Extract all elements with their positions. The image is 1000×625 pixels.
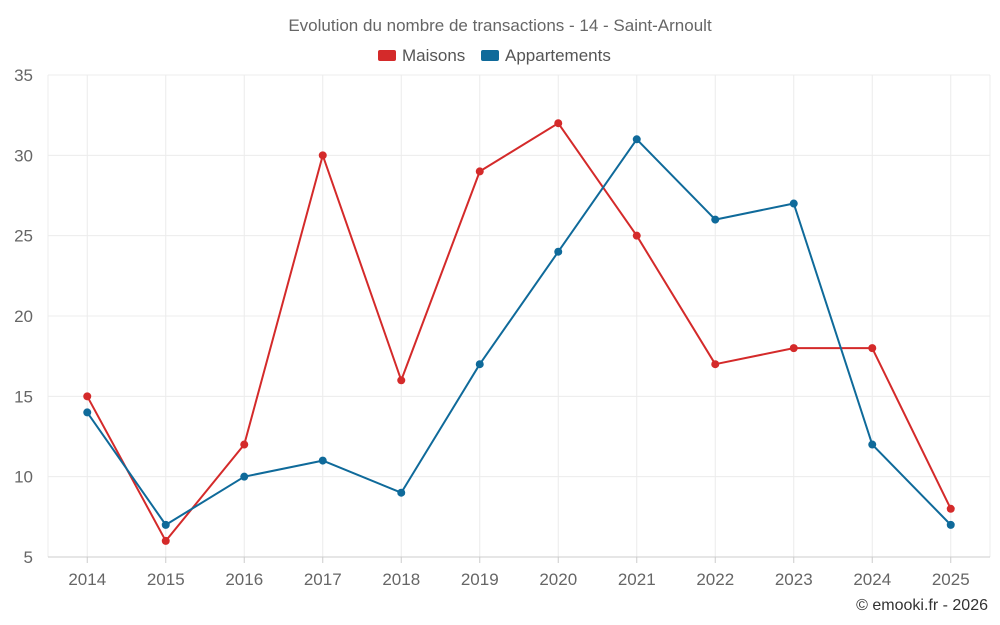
legend-item-maisons[interactable]: Maisons <box>378 46 465 65</box>
y-tick-label: 35 <box>14 66 33 85</box>
data-point[interactable] <box>240 440 249 449</box>
data-point[interactable] <box>789 199 798 208</box>
data-point[interactable] <box>946 520 955 529</box>
data-point[interactable] <box>397 376 406 385</box>
x-tick-label: 2017 <box>304 570 342 589</box>
x-tick-label: 2014 <box>68 570 106 589</box>
data-point[interactable] <box>711 215 720 224</box>
y-tick-label: 5 <box>24 548 33 567</box>
data-point[interactable] <box>83 408 92 417</box>
data-point[interactable] <box>946 504 955 513</box>
x-tick-label: 2021 <box>618 570 656 589</box>
data-point[interactable] <box>475 360 484 369</box>
y-tick-label: 20 <box>14 307 33 326</box>
x-tick-label: 2025 <box>932 570 970 589</box>
data-point[interactable] <box>632 231 641 240</box>
legend-label: Maisons <box>402 46 465 65</box>
series-line <box>86 122 952 542</box>
x-tick-label: 2018 <box>382 570 420 589</box>
y-tick-label: 10 <box>14 468 33 487</box>
series-line <box>86 138 952 526</box>
data-point[interactable] <box>868 440 877 449</box>
x-tick-label: 2020 <box>539 570 577 589</box>
data-point[interactable] <box>711 360 720 369</box>
y-tick-label: 30 <box>14 146 33 165</box>
data-point[interactable] <box>161 520 170 529</box>
data-point[interactable] <box>554 247 563 256</box>
x-tick-label: 2016 <box>225 570 263 589</box>
chart-title: Evolution du nombre de transactions - 14… <box>288 16 712 35</box>
data-point[interactable] <box>240 472 249 481</box>
y-tick-label: 25 <box>14 227 33 246</box>
x-tick-label: 2019 <box>461 570 499 589</box>
data-point[interactable] <box>397 488 406 497</box>
x-tick-label: 2015 <box>147 570 185 589</box>
legend-swatch <box>378 50 396 61</box>
legend-item-appartements[interactable]: Appartements <box>481 46 611 65</box>
data-point[interactable] <box>318 456 327 465</box>
data-point[interactable] <box>475 167 484 176</box>
legend-swatch <box>481 50 499 61</box>
data-point[interactable] <box>161 536 170 545</box>
x-tick-label: 2024 <box>853 570 891 589</box>
data-point[interactable] <box>868 344 877 353</box>
legend-label: Appartements <box>505 46 611 65</box>
x-tick-label: 2023 <box>775 570 813 589</box>
data-point[interactable] <box>318 151 327 160</box>
y-tick-label: 15 <box>14 387 33 406</box>
series-maisons <box>83 119 955 545</box>
legend[interactable]: Maisons Appartements <box>378 46 611 65</box>
x-tick-label: 2022 <box>696 570 734 589</box>
data-point[interactable] <box>789 344 798 353</box>
series-layer <box>83 119 955 545</box>
series-appartements <box>83 135 955 529</box>
data-point[interactable] <box>632 135 641 144</box>
credit-text: © emooki.fr - 2026 <box>856 597 988 614</box>
data-point[interactable] <box>83 392 92 401</box>
grid-layer <box>47 74 991 557</box>
data-point[interactable] <box>554 119 563 128</box>
